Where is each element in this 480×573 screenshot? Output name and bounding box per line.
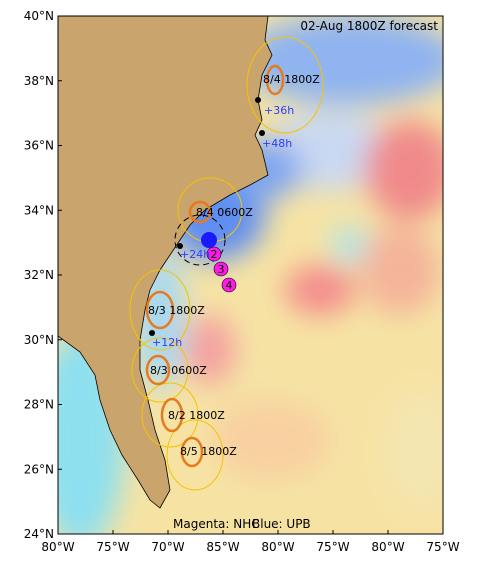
land: [58, 16, 273, 509]
y-tick-label: 30°N: [24, 333, 54, 347]
y-tick-label: 24°N: [24, 527, 54, 541]
nhc-point: 4: [226, 279, 233, 292]
track-label: 8/3 0600Z: [150, 364, 207, 377]
x-axis: 80°W 75°W 70°W 85°W 80°W 75°W 80°W 75°W: [41, 530, 460, 554]
x-tick-label: 80°W: [371, 540, 404, 554]
x-tick-label: 75°W: [426, 540, 459, 554]
track-label: 8/2 1800Z: [168, 409, 225, 422]
legend-text: Magenta: NHC: [173, 517, 260, 531]
y-tick-label: 40°N: [24, 9, 54, 23]
x-tick-label: 75°W: [96, 540, 129, 554]
y-tick-label: 38°N: [24, 74, 54, 88]
y-tick-label: 34°N: [24, 203, 54, 217]
y-tick-label: 26°N: [24, 462, 54, 476]
track-label: 8/5 1800Z: [180, 445, 237, 458]
x-tick-label: 85°W: [206, 540, 239, 554]
y-tick-label: 32°N: [24, 268, 54, 282]
x-tick-label: 75°W: [316, 540, 349, 554]
map: 8/4 1800Z 8/4 0600Z 8/3 1800Z 8/3 0600Z …: [58, 16, 443, 534]
legend-text: Blue: UPB: [252, 517, 311, 531]
nhc-point: 2: [211, 248, 218, 261]
y-tick-label: 36°N: [24, 139, 54, 153]
track-label: 8/4 1800Z: [263, 73, 320, 86]
title: 02-Aug 1800Z forecast: [300, 19, 438, 33]
x-tick-label: 80°W: [261, 540, 294, 554]
track-label: 8/3 1800Z: [148, 304, 205, 317]
lead-time: +48h: [262, 137, 292, 150]
track-label: 8/4 0600Z: [196, 206, 253, 219]
x-tick-label: 80°W: [41, 540, 74, 554]
x-tick-label: 70°W: [151, 540, 184, 554]
y-tick-label: 28°N: [24, 398, 54, 412]
lead-time: +12h: [152, 336, 182, 349]
nhc-point: 3: [218, 263, 225, 276]
lead-time: +36h: [264, 104, 294, 117]
y-axis: 40°N 38°N 36°N 34°N 32°N 30°N 28°N 26°N 24°N: [24, 9, 62, 541]
lead-time: +24h: [180, 248, 210, 261]
